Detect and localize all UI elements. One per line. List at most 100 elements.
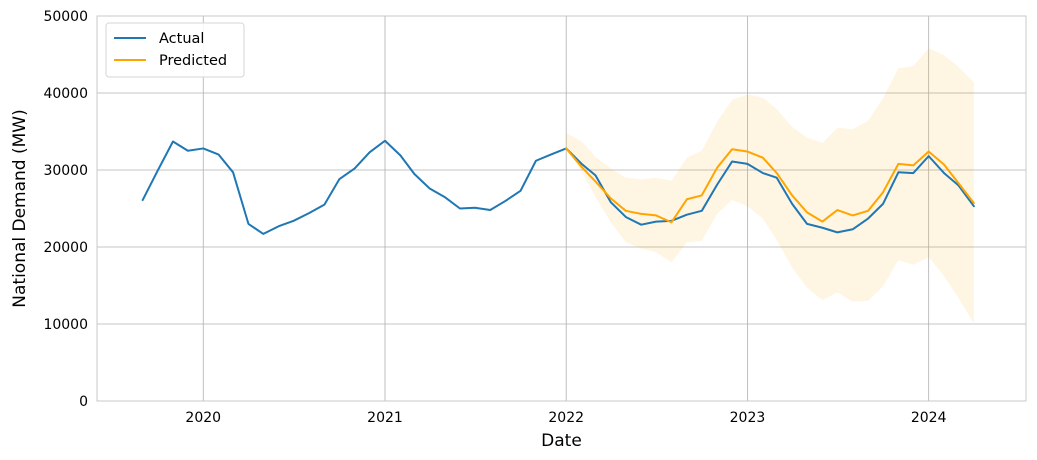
actual-point xyxy=(187,150,189,152)
actual-point xyxy=(278,225,280,227)
actual-point xyxy=(882,203,884,205)
predicted-point xyxy=(655,214,657,216)
actual-point xyxy=(973,205,975,207)
actual-point xyxy=(232,171,234,173)
x-tick-label: 2020 xyxy=(185,410,221,426)
predicted-point xyxy=(821,221,823,223)
predicted-point xyxy=(565,147,567,149)
predicted-point xyxy=(581,166,583,168)
predicted-point xyxy=(867,210,869,212)
actual-point xyxy=(429,187,431,189)
actual-point xyxy=(474,207,476,209)
actual-point xyxy=(369,151,371,153)
series-lines xyxy=(141,139,975,235)
actual-point xyxy=(308,212,310,214)
predicted-point xyxy=(746,151,748,153)
predicted-point xyxy=(625,210,627,212)
predicted-point xyxy=(610,197,612,199)
predicted-point xyxy=(762,157,764,159)
actual-point xyxy=(247,223,249,225)
actual-point xyxy=(293,220,295,222)
actual-point xyxy=(172,141,174,143)
actual-point xyxy=(701,210,703,212)
actual-point xyxy=(655,221,657,223)
legend-box xyxy=(105,22,245,78)
predicted-point xyxy=(806,211,808,213)
predicted-point xyxy=(973,202,975,204)
actual-point xyxy=(384,140,386,142)
actual-point xyxy=(444,196,446,198)
predicted-point xyxy=(716,167,718,169)
actual-point xyxy=(354,167,356,169)
actual-point xyxy=(535,160,537,162)
predicted-point xyxy=(670,221,672,223)
y-tick-label: 30000 xyxy=(43,163,88,179)
actual-point xyxy=(928,155,930,157)
predicted-point xyxy=(731,148,733,150)
predicted-point xyxy=(776,172,778,174)
predicted-point xyxy=(686,198,688,200)
predicted-line xyxy=(565,147,975,224)
predicted-point xyxy=(912,164,914,166)
actual-point xyxy=(550,154,552,156)
actual-point xyxy=(746,163,748,165)
predicted-point xyxy=(882,191,884,193)
actual-point xyxy=(731,161,733,163)
actual-point xyxy=(323,204,325,206)
actual-point xyxy=(686,214,688,216)
predicted-point xyxy=(836,209,838,211)
actual-point xyxy=(640,224,642,226)
actual-point xyxy=(867,218,869,220)
actual-point xyxy=(520,190,522,192)
actual-point xyxy=(836,231,838,233)
actual-point xyxy=(202,147,204,149)
actual-point xyxy=(776,177,778,179)
x-tick-label: 2022 xyxy=(548,410,584,426)
legend-label-predicted: Predicted xyxy=(159,53,227,69)
actual-line xyxy=(141,139,975,235)
actual-point xyxy=(262,233,264,235)
actual-point xyxy=(142,199,144,201)
actual-point xyxy=(897,171,899,173)
predicted-point xyxy=(640,213,642,215)
actual-point xyxy=(610,201,612,203)
actual-point xyxy=(791,203,793,205)
prediction-interval xyxy=(566,48,974,324)
legend-label-actual: Actual xyxy=(159,31,204,47)
x-tick-label: 2021 xyxy=(367,410,403,426)
y-tick-label: 0 xyxy=(79,394,88,410)
tick-labels: 0 10000 20000 30000 40000 50000 2020 2021 2022 20… xyxy=(43,9,946,426)
x-tick-label: 2023 xyxy=(730,410,766,426)
actual-point xyxy=(505,200,507,202)
actual-point xyxy=(413,173,415,175)
predicted-point xyxy=(852,214,854,216)
actual-point xyxy=(912,172,914,174)
actual-point xyxy=(806,223,808,225)
actual-point xyxy=(459,208,461,210)
predicted-point xyxy=(701,194,703,196)
actual-point xyxy=(716,184,718,186)
x-axis-title: Date xyxy=(541,431,582,451)
actual-point xyxy=(852,228,854,230)
actual-point xyxy=(399,154,401,156)
actual-point xyxy=(157,170,159,172)
legend: Actual Predicted xyxy=(105,22,245,78)
y-tick-label: 40000 xyxy=(43,86,88,102)
predicted-point xyxy=(897,163,899,165)
predicted-point xyxy=(928,151,930,153)
actual-point xyxy=(943,172,945,174)
x-tick-label: 2024 xyxy=(911,410,947,426)
predicted-point xyxy=(595,181,597,183)
actual-point xyxy=(762,172,764,174)
predicted-point xyxy=(791,194,793,196)
y-tick-label: 10000 xyxy=(43,317,88,333)
actual-point xyxy=(489,209,491,211)
actual-point xyxy=(595,174,597,176)
actual-point xyxy=(218,154,220,156)
actual-point xyxy=(625,216,627,218)
prediction-interval-area xyxy=(566,48,974,324)
plot-frame xyxy=(96,15,1027,402)
y-tick-label: 20000 xyxy=(43,240,88,256)
y-tick-label: 50000 xyxy=(43,9,88,25)
